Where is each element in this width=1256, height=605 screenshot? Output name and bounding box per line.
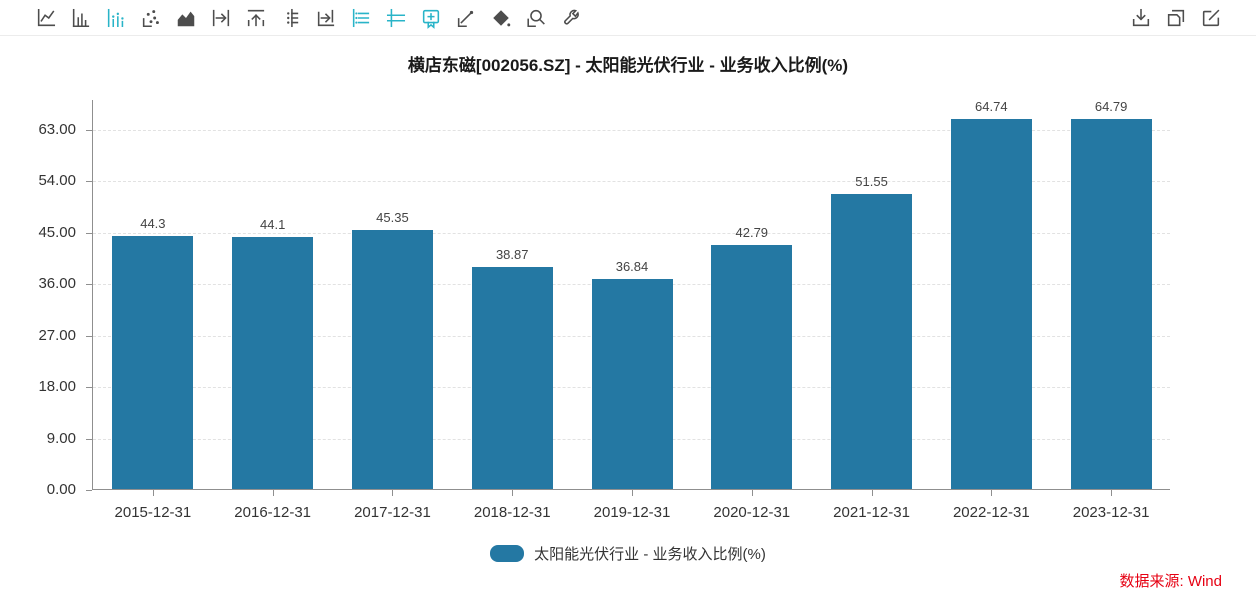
bar[interactable] [711, 244, 793, 489]
y-tick-mark [86, 130, 92, 131]
x-tick-mark [392, 489, 394, 496]
axis-marks-icon[interactable] [279, 6, 302, 29]
bar[interactable] [591, 278, 673, 489]
y-tick-mark [86, 284, 92, 286]
gridline [93, 130, 1170, 131]
move-top-icon[interactable] [244, 6, 267, 29]
magnifier-icon[interactable] [524, 6, 547, 29]
chart-title: 横店东磁[002056.SZ] - 太阳能光伏行业 - 业务收入比例(%) [407, 56, 849, 75]
toolbar [0, 0, 1256, 36]
bar-value-label: 38.87 [495, 246, 529, 262]
x-axis-label: 2016-12-31 [234, 504, 312, 521]
histogram-icon[interactable] [104, 6, 127, 29]
x-axis-label: 2020-12-31 [713, 504, 791, 521]
area-chart-icon[interactable] [174, 6, 197, 29]
shift-right-icon[interactable] [209, 6, 232, 29]
bar-value-label: 44.3 [140, 215, 166, 231]
step-right-icon[interactable] [314, 6, 337, 29]
bar-value-label: 64.74 [975, 99, 1008, 115]
column-chart-icon[interactable] [69, 6, 92, 29]
data-source-label: 数据来源: Wind [1119, 573, 1222, 590]
y-axis-label: 18.00 [38, 378, 76, 396]
bar-value-label: 36.84 [615, 258, 649, 274]
edit-icon[interactable] [1199, 6, 1222, 29]
x-tick-mark [272, 489, 274, 496]
download-icon[interactable] [1129, 6, 1152, 29]
y-axis-label: 45.00 [38, 223, 76, 241]
legend[interactable]: 太阳能光伏行业 - 业务收入比例(%) [0, 543, 1256, 564]
copy-icon[interactable] [1164, 6, 1187, 29]
y-axis-label: 36.00 [38, 275, 76, 293]
bar[interactable] [950, 119, 1032, 489]
x-axis-label: 2015-12-31 [114, 504, 192, 521]
legend-swatch [490, 545, 525, 562]
gridline [93, 181, 1170, 183]
bar[interactable] [471, 266, 553, 489]
y-tick-mark [86, 387, 92, 389]
bar[interactable] [351, 229, 433, 489]
y-axis-label: 63.00 [38, 121, 76, 138]
x-tick-mark [632, 489, 633, 496]
x-tick-mark [152, 489, 154, 496]
x-axis-label: 2023-12-31 [1072, 504, 1150, 521]
y-tick-mark [86, 438, 92, 440]
axis-lines-icon[interactable] [384, 6, 407, 29]
x-tick-mark [871, 489, 873, 496]
y-tick-mark [86, 490, 92, 491]
y-axis-label: 54.00 [38, 172, 76, 190]
y-tick-mark [86, 181, 92, 183]
line-chart-icon[interactable] [34, 6, 57, 29]
bar-value-label: 44.1 [260, 217, 286, 232]
y-axis-label: 0.00 [46, 481, 76, 498]
x-tick-mark [512, 489, 514, 496]
toolbar-left-group [34, 6, 582, 29]
scatter-icon[interactable] [139, 6, 162, 29]
trendline-icon[interactable] [454, 6, 477, 29]
gridline [93, 232, 1170, 234]
y-axis-labels: 0.00 9.00 18.00 27.00 36.00 45.00 54.00 63.00 [0, 100, 84, 498]
y-tick-mark [86, 232, 92, 234]
bar-value-label: 51.55 [855, 174, 888, 190]
data-list-icon[interactable] [349, 6, 372, 29]
y-axis-label: 9.00 [46, 429, 76, 447]
plot-area: 44.3 2015-12-31 44.1 2016-12-31 45.35 2017-12… [86, 98, 1170, 521]
fill-diamond-icon[interactable] [489, 6, 512, 29]
legend-label: 太阳能光伏行业 - 业务收入比例(%) [534, 546, 766, 563]
x-tick-mark [1111, 489, 1113, 496]
wrench-icon[interactable] [559, 6, 582, 29]
x-axis-label: 2022-12-31 [952, 504, 1030, 521]
x-tick-mark [991, 489, 993, 496]
bar-value-label: 64.79 [1094, 98, 1128, 114]
bar-value-label: 45.35 [376, 209, 409, 225]
x-tick-mark [751, 489, 753, 496]
x-axis-label: 2018-12-31 [473, 504, 551, 521]
x-axis-label: 2019-12-31 [593, 504, 671, 521]
bookmark-add-icon[interactable] [419, 6, 442, 29]
x-axis-label: 2017-12-31 [354, 504, 431, 521]
y-tick-mark [86, 335, 92, 337]
bar-chart: 0.00 9.00 18.00 27.00 36.00 45.00 54.00 63.00 4… [38, 98, 1170, 521]
x-axis-label: 2021-12-31 [833, 504, 910, 521]
toolbar-right-group [1129, 6, 1222, 29]
bar[interactable] [1070, 118, 1152, 489]
bar[interactable] [831, 194, 913, 489]
bar[interactable] [112, 235, 194, 489]
y-axis-label: 27.00 [38, 326, 76, 344]
bar-value-label: 42.79 [735, 224, 769, 240]
bar[interactable] [232, 237, 314, 489]
